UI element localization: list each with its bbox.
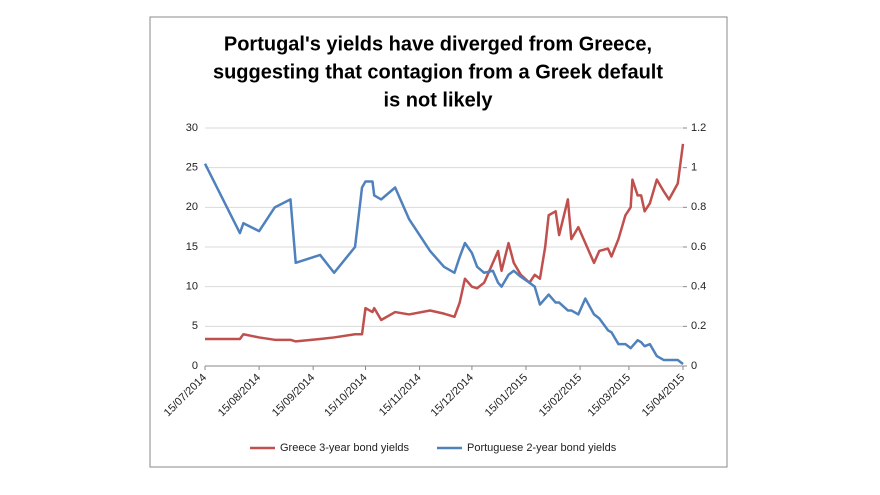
- series-line: [205, 143, 685, 343]
- y2-tick-label: 0.4: [691, 281, 706, 293]
- legend-label: Portuguese 2-year bond yields: [467, 442, 617, 454]
- y2-tick-label: 0: [691, 360, 697, 372]
- legend-label: Greece 3-year bond yields: [280, 442, 410, 454]
- y-tick-label: 0: [192, 360, 198, 372]
- y-tick-label: 30: [186, 122, 198, 134]
- chart-title: is not likely: [384, 89, 494, 111]
- y2-tick-label: 0.2: [691, 320, 706, 332]
- y-tick-label: 5: [192, 320, 198, 332]
- y-tick-label: 15: [186, 241, 198, 253]
- y2-tick-label: 1.2: [691, 122, 706, 134]
- y2-tick-label: 1: [691, 162, 697, 174]
- y-tick-label: 10: [186, 281, 198, 293]
- y2-tick-label: 0.8: [691, 201, 706, 213]
- chart-title: suggesting that contagion from a Greek d…: [213, 61, 663, 83]
- chart-frame: [149, 16, 728, 468]
- chart-title: Portugal's yields have diverged from Gre…: [224, 33, 652, 55]
- series-line: [203, 163, 684, 366]
- y-tick-label: 25: [186, 162, 198, 174]
- y2-tick-label: 0.6: [691, 241, 706, 253]
- y-tick-label: 20: [186, 201, 198, 213]
